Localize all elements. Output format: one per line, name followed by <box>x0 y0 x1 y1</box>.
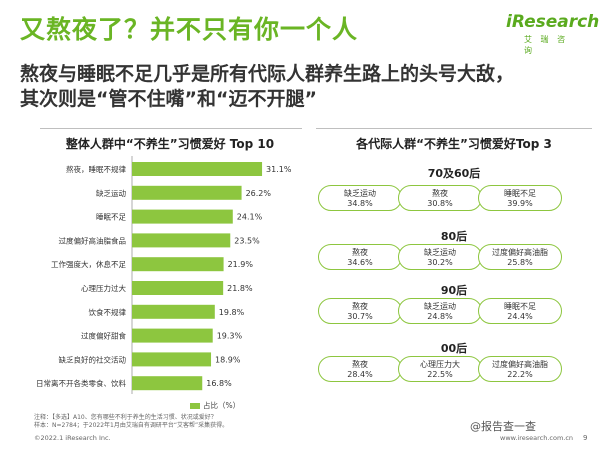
habit-value: 39.9% <box>507 199 533 208</box>
generation-label: 80后 <box>440 230 468 243</box>
subtitle-line-1: 熬夜与睡眠不足几乎是所有代际人群养生路上的头号大敌， <box>20 63 515 85</box>
habit-pill: 熬夜 30.7% <box>318 298 402 324</box>
slide-title: 又熬夜了？并不只有你一个人 <box>20 15 359 44</box>
habit-label: 过度偏好高油脂 <box>492 248 548 257</box>
page-number: 9 <box>583 434 588 442</box>
bar <box>132 281 224 295</box>
iresearch-logo: iResearch 艾 瑞 咨 询 <box>506 8 599 55</box>
footnote-2: 样本：N=2784；于2022年1月由艾瑞自有调研平台“艾客帮”采集获得。 <box>34 422 229 429</box>
habit-value: 34.8% <box>347 199 373 208</box>
subtitle-line-2: 其次则是“管不住嘴”和“迈不开腿” <box>20 88 317 110</box>
habit-label: 心理压力大 <box>420 360 460 369</box>
habit-label: 过度偏好高油脂 <box>492 360 548 369</box>
habit-value: 24.4% <box>507 312 533 321</box>
habit-pill: 过度偏好高油脂 22.2% <box>478 356 562 382</box>
bar-value-label: 16.8% <box>206 379 232 388</box>
habit-pill: 睡眠不足 39.9% <box>478 185 562 211</box>
bar-value-label: 24.1% <box>237 213 263 222</box>
habit-pill: 熬夜 34.6% <box>318 244 402 270</box>
generation-label: 90后 <box>440 284 468 297</box>
bar <box>132 304 215 319</box>
bar-category-label: 过度偏好高油脂食品 <box>59 235 127 245</box>
habit-value: 22.5% <box>427 370 453 379</box>
bar-category-label: 缺乏良好的社交活动 <box>59 354 127 364</box>
bar <box>132 185 242 200</box>
habit-pill: 熬夜 30.8% <box>398 185 482 211</box>
copyright: ©2022.1 iResearch Inc. <box>34 434 111 442</box>
bar-value-label: 21.9% <box>228 260 254 269</box>
footnote-1: 注释：【多选】A10、您有哪些不利于养生的生活习惯、状况或爱好？ <box>34 414 217 421</box>
habit-value: 24.8% <box>427 312 453 321</box>
bar-category-label: 饮食不规律 <box>89 307 127 317</box>
bar <box>132 328 213 343</box>
bar-value-label: 31.1% <box>266 165 292 174</box>
habit-value: 34.6% <box>347 258 373 267</box>
bar <box>132 233 231 248</box>
footnotes: 注释：【多选】A10、您有哪些不利于养生的生活习惯、状况或爱好？ 样本：N=27… <box>34 414 228 430</box>
bar-category-label: 过度偏好甜食 <box>81 331 126 341</box>
habit-label: 睡眠不足 <box>504 189 536 198</box>
bar-category-label: 工作强度大，休息不足 <box>51 259 126 269</box>
habit-value: 30.2% <box>427 258 453 267</box>
bar <box>132 257 224 272</box>
habit-label: 熬夜 <box>352 248 368 257</box>
bar-category-label: 心理压力过大 <box>81 283 126 293</box>
habit-value: 28.4% <box>347 370 373 379</box>
habit-pill: 睡眠不足 24.4% <box>478 298 562 324</box>
generation-table-title: 各代际人群“不养生”习惯爱好Top 3 <box>356 137 552 151</box>
habit-pill: 过度偏好高油脂 25.8% <box>478 244 562 270</box>
left-divider <box>40 128 302 129</box>
habit-label: 熬夜 <box>432 189 448 198</box>
bar <box>132 162 263 176</box>
chart-legend: 占比（%） <box>190 400 240 411</box>
generation-label: 70及60后 <box>427 167 481 180</box>
bar-category-label: 熬夜，睡眠不规律 <box>66 164 126 174</box>
bar <box>132 376 203 391</box>
bar-category-label: 睡眠不足 <box>96 213 126 222</box>
website-link: www.iresearch.com.cn <box>500 434 574 442</box>
habit-label: 缺乏运动 <box>424 302 456 311</box>
logo-subtext: 艾 瑞 咨 询 <box>524 35 569 55</box>
bar-value-label: 19.3% <box>217 332 243 341</box>
habit-pill: 缺乏运动 34.8% <box>318 185 402 211</box>
habit-label: 缺乏运动 <box>424 248 456 257</box>
bar-value-label: 21.8% <box>227 284 253 293</box>
bar <box>132 209 233 224</box>
right-divider <box>316 128 592 129</box>
habit-pill: 缺乏运动 24.8% <box>398 298 482 324</box>
logo-text: iResearch <box>506 12 600 32</box>
habit-pill: 熬夜 28.4% <box>318 356 402 382</box>
habit-value: 30.8% <box>427 199 453 208</box>
habit-value: 25.8% <box>507 258 533 267</box>
bar-value-label: 23.5% <box>234 236 260 245</box>
slide-subtitle: 熬夜与睡眠不足几乎是所有代际人群养生路上的头号大敌， 其次则是“管不住嘴”和“迈… <box>20 62 514 112</box>
habit-pill: 心理压力大 22.5% <box>398 356 482 382</box>
generation-label: 00后 <box>440 342 468 355</box>
bar-category-label: 缺乏运动 <box>96 188 126 198</box>
habit-label: 睡眠不足 <box>504 302 536 311</box>
habit-label: 缺乏运动 <box>344 189 376 198</box>
watermark: @报告查一查 <box>470 420 536 433</box>
legend-label: 占比（%） <box>203 401 241 410</box>
habit-value: 30.7% <box>347 312 373 321</box>
habit-label: 熬夜 <box>352 360 368 369</box>
legend-swatch <box>190 403 200 409</box>
bar-value-label: 26.2% <box>246 189 272 198</box>
bar-value-label: 19.8% <box>219 308 245 317</box>
bar <box>132 352 212 367</box>
habit-value: 22.2% <box>507 370 533 379</box>
bar-chart-title: 整体人群中“不养生”习惯爱好 Top 10 <box>65 137 275 151</box>
habit-label: 熬夜 <box>352 302 368 311</box>
bar-category-label: 日常离不开各类零食、饮料 <box>36 378 126 388</box>
bar-value-label: 18.9% <box>215 355 241 364</box>
habit-pill: 缺乏运动 30.2% <box>398 244 482 270</box>
